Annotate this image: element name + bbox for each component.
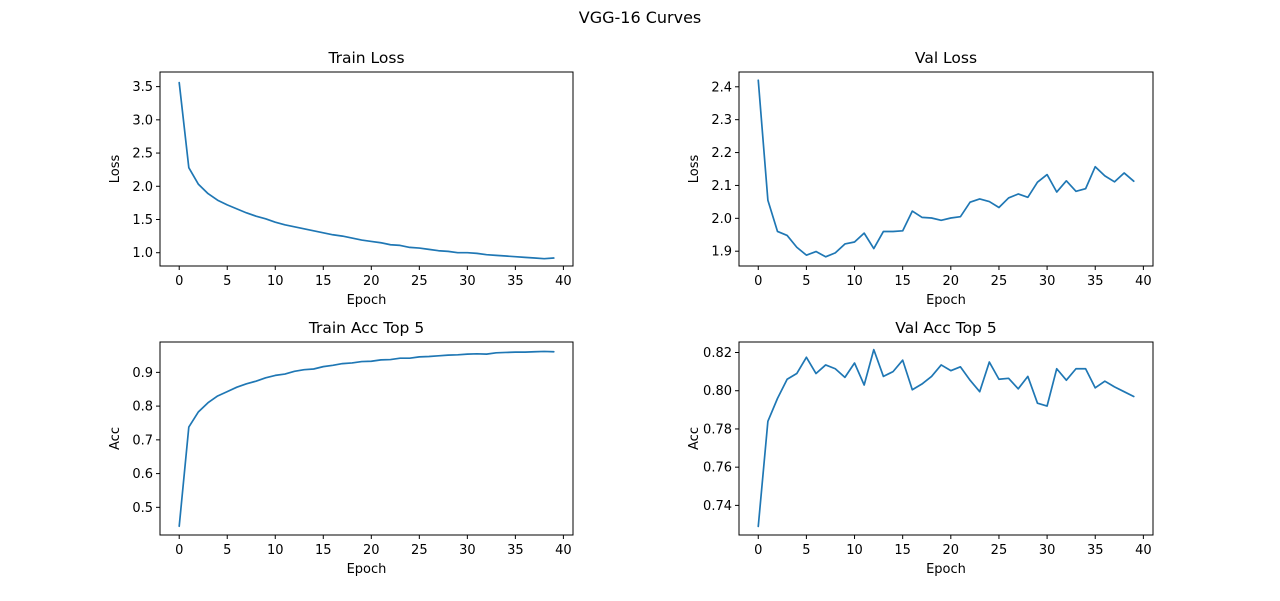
subplot-2-xtick-label: 20 <box>943 274 960 289</box>
subplot-2-xtick-label: 0 <box>754 274 762 289</box>
subplot-4-xtick-label: 15 <box>894 543 911 558</box>
subplot-2-xlabel: Epoch <box>926 293 966 308</box>
subplot-3-xtick-label: 20 <box>363 543 380 558</box>
subplot-4-ytick-label: 0.76 <box>703 461 732 476</box>
subplot-2-ytick-label: 1.9 <box>711 245 732 260</box>
subplot-4-title: Val Acc Top 5 <box>895 319 996 337</box>
subplot-3-ytick-label: 0.6 <box>132 467 153 482</box>
subplot-2-xtick-label: 5 <box>802 274 810 289</box>
subplot-4-axes-frame <box>738 341 1154 536</box>
subplot-2-xtick-label: 40 <box>1135 274 1152 289</box>
subplot-3-xtick-label: 25 <box>411 543 428 558</box>
subplot-1-xtick-label: 30 <box>459 274 476 289</box>
subplot-1: Train Loss 0 5 10 15 20 25 30 35 40 1.0 1.5 2.0 2.5 3.… <box>108 49 574 308</box>
subplot-4-ytick-label: 0.80 <box>703 384 732 399</box>
subplot-2-ylabel: Loss <box>687 155 702 184</box>
subplot-3: Train Acc Top 5 0 5 10 15 20 25 30 35 40 0.5 0.6 0.7… <box>108 319 574 577</box>
subplot-2-title: Val Loss <box>915 49 977 67</box>
subplot-4-xtick-label: 20 <box>943 543 960 558</box>
subplot-3-xtick-label: 40 <box>555 543 572 558</box>
subplot-4-xlabel: Epoch <box>926 562 966 577</box>
subplot-3-title: Train Acc Top 5 <box>308 319 424 337</box>
subplot-2-ytick-label: 2.4 <box>711 80 732 95</box>
subplot-1-xtick-label: 10 <box>267 274 284 289</box>
subplot-4-xtick-label: 35 <box>1087 543 1104 558</box>
subplot-3-xtick-label: 35 <box>507 543 524 558</box>
subplot-3-xtick-label: 10 <box>267 543 284 558</box>
subplot-4-xtick-label: 25 <box>991 543 1008 558</box>
subplot-4-xtick-label: 0 <box>754 543 762 558</box>
subplot-1-ytick-label: 3.0 <box>132 113 153 128</box>
subplot-3-xtick-label: 30 <box>459 543 476 558</box>
subplot-4-ytick-label: 0.74 <box>703 499 732 514</box>
subplot-2: Val Loss 0 5 10 15 20 25 30 35 40 1.9 2.0 2.1 2.2 2.3 2… <box>687 49 1154 308</box>
subplot-4-series-line <box>757 348 1135 528</box>
subplot-3-series-line <box>178 350 555 528</box>
subplot-3-xtick-label: 15 <box>315 543 332 558</box>
subplot-2-xtick-label: 10 <box>846 274 863 289</box>
subplot-3-ytick-label: 0.8 <box>132 400 153 415</box>
subplot-1-xtick-label: 25 <box>411 274 428 289</box>
subplot-4-xtick-label: 10 <box>846 543 863 558</box>
subplot-1-series-line <box>178 81 555 260</box>
subplot-3-ytick-label: 0.9 <box>132 366 153 381</box>
subplot-2-xtick-label: 25 <box>991 274 1008 289</box>
subplot-2-xtick-label: 15 <box>894 274 911 289</box>
subplot-4-ytick-label: 0.82 <box>703 346 732 361</box>
subplot-1-ytick-label: 1.0 <box>132 246 153 261</box>
subplot-2-ytick-label: 2.3 <box>711 113 732 128</box>
subplot-3-xtick-label: 5 <box>223 543 231 558</box>
subplots: Train Loss 0 5 10 15 20 25 30 35 40 1.0 1.5 2.0 2.5 3.… <box>108 49 1154 577</box>
subplot-2-xtick-label: 35 <box>1087 274 1104 289</box>
subplot-1-xtick-label: 0 <box>175 274 183 289</box>
subplot-3-ytick-label: 0.7 <box>132 433 153 448</box>
subplot-4-ylabel: Acc <box>687 427 702 450</box>
subplot-2-ytick-label: 2.1 <box>711 179 732 194</box>
subplot-3-ylabel: Acc <box>108 427 123 450</box>
subplot-2-ytick-label: 2.2 <box>711 146 732 161</box>
subplot-4: Val Acc Top 5 0 5 10 15 20 25 30 35 40 0.74 0.76 0.7… <box>687 319 1154 577</box>
subplot-1-xtick-label: 15 <box>315 274 332 289</box>
subplot-1-xtick-label: 5 <box>223 274 231 289</box>
subplot-1-xtick-label: 35 <box>507 274 524 289</box>
subplot-2-series-line <box>757 79 1135 258</box>
subplot-1-xtick-label: 20 <box>363 274 380 289</box>
subplot-4-xtick-label: 30 <box>1039 543 1056 558</box>
subplot-2-axes-frame <box>738 71 1154 267</box>
subplot-2-ytick-label: 2.0 <box>711 212 732 227</box>
subplot-3-xtick-label: 0 <box>175 543 183 558</box>
subplot-3-axes-frame <box>159 341 574 536</box>
subplot-3-ytick-label: 0.5 <box>132 501 153 516</box>
subplot-3-xlabel: Epoch <box>347 562 387 577</box>
subplot-1-ytick-label: 2.0 <box>132 180 153 195</box>
subplot-1-axes-frame <box>159 71 574 267</box>
subplot-1-xtick-label: 40 <box>555 274 572 289</box>
subplot-4-xtick-label: 5 <box>802 543 810 558</box>
subplot-4-ytick-label: 0.78 <box>703 422 732 437</box>
subplot-4-xtick-label: 40 <box>1135 543 1152 558</box>
subplot-1-title: Train Loss <box>327 49 404 67</box>
subplot-1-ytick-label: 1.5 <box>132 213 153 228</box>
subplot-1-ytick-label: 2.5 <box>132 147 153 162</box>
subplot-1-ylabel: Loss <box>108 155 123 184</box>
subplot-1-ytick-label: 3.5 <box>132 80 153 95</box>
subplot-2-xtick-label: 30 <box>1039 274 1056 289</box>
figure-title: VGG-16 Curves <box>579 8 702 27</box>
subplot-1-xlabel: Epoch <box>347 293 387 308</box>
